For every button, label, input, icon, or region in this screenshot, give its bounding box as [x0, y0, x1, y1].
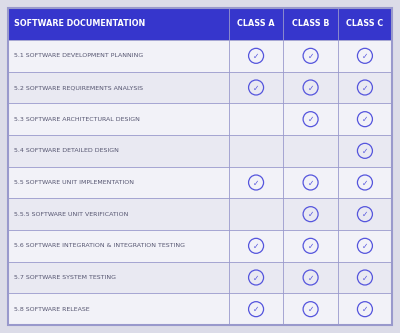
Text: 5.2 SOFTWARE REQUIREMENTS ANALYSIS: 5.2 SOFTWARE REQUIREMENTS ANALYSIS: [14, 85, 143, 90]
Text: 5.8 SOFTWARE RELEASE: 5.8 SOFTWARE RELEASE: [14, 307, 90, 312]
Text: ✓: ✓: [253, 305, 259, 314]
Text: ✓: ✓: [362, 273, 368, 282]
Text: ✓: ✓: [362, 52, 368, 61]
Text: ✓: ✓: [253, 84, 259, 93]
Text: ✓: ✓: [362, 305, 368, 314]
Text: ✓: ✓: [308, 273, 314, 282]
Text: 5.5 SOFTWARE UNIT IMPLEMENTATION: 5.5 SOFTWARE UNIT IMPLEMENTATION: [14, 180, 134, 185]
Text: ✓: ✓: [308, 305, 314, 314]
Text: ✓: ✓: [308, 242, 314, 251]
Text: ✓: ✓: [362, 115, 368, 124]
Text: 5.1 SOFTWARE DEVELOPMENT PLANNING: 5.1 SOFTWARE DEVELOPMENT PLANNING: [14, 53, 143, 58]
Bar: [8, 167, 392, 198]
Bar: [8, 135, 392, 167]
Text: ✓: ✓: [308, 52, 314, 61]
Bar: [8, 198, 392, 230]
Text: ✓: ✓: [253, 242, 259, 251]
Text: ✓: ✓: [362, 84, 368, 93]
Text: ✓: ✓: [308, 115, 314, 124]
Text: 5.4 SOFTWARE DETAILED DESIGN: 5.4 SOFTWARE DETAILED DESIGN: [14, 148, 119, 153]
Text: ✓: ✓: [362, 242, 368, 251]
Bar: [8, 103, 392, 135]
Text: CLASS C: CLASS C: [346, 20, 384, 29]
Text: ✓: ✓: [253, 178, 259, 187]
Text: SOFTWARE DOCUMENTATION: SOFTWARE DOCUMENTATION: [14, 20, 145, 29]
Text: ✓: ✓: [308, 178, 314, 187]
Text: ✓: ✓: [253, 273, 259, 282]
Bar: [8, 230, 392, 262]
Text: ✓: ✓: [362, 178, 368, 187]
Bar: [8, 40, 392, 72]
Text: 5.5.5 SOFTWARE UNIT VERIFICATION: 5.5.5 SOFTWARE UNIT VERIFICATION: [14, 212, 128, 217]
Text: ✓: ✓: [362, 147, 368, 156]
Bar: [8, 72, 392, 103]
Text: 5.3 SOFTWARE ARCHITECTURAL DESIGN: 5.3 SOFTWARE ARCHITECTURAL DESIGN: [14, 117, 140, 122]
Bar: [8, 262, 392, 293]
Text: ✓: ✓: [362, 210, 368, 219]
Text: CLASS B: CLASS B: [292, 20, 329, 29]
Text: 5.7 SOFTWARE SYSTEM TESTING: 5.7 SOFTWARE SYSTEM TESTING: [14, 275, 116, 280]
Text: ✓: ✓: [308, 210, 314, 219]
Text: CLASS A: CLASS A: [237, 20, 275, 29]
Text: ✓: ✓: [308, 84, 314, 93]
Bar: [8, 8, 392, 40]
Text: ✓: ✓: [253, 52, 259, 61]
Text: 5.6 SOFTWARE INTEGRATION & INTEGRATION TESTING: 5.6 SOFTWARE INTEGRATION & INTEGRATION T…: [14, 243, 185, 248]
Bar: [8, 293, 392, 325]
